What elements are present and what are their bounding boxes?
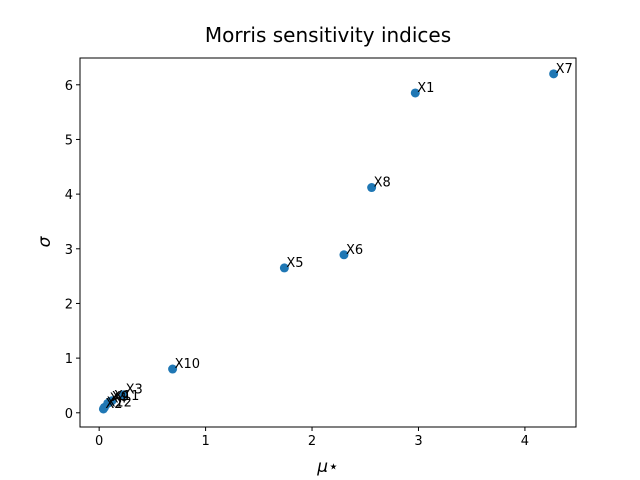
point xyxy=(339,250,349,260)
x-tick-label: 4 xyxy=(521,434,529,449)
y-tick-label: 4 xyxy=(65,188,73,203)
point xyxy=(367,183,377,193)
x-tick-label: 2 xyxy=(308,434,316,449)
y-tick-label: 5 xyxy=(65,133,73,148)
y-tick-label: 1 xyxy=(65,352,73,367)
point-label: X4 xyxy=(110,391,127,406)
chart-title: Morris sensitivity indices xyxy=(205,23,451,47)
point-label: X3 xyxy=(126,383,143,398)
y-tick-label: 0 xyxy=(65,407,73,422)
point-label: X8 xyxy=(374,176,391,191)
x-tick-label: 0 xyxy=(95,434,103,449)
point-label: X5 xyxy=(286,256,303,271)
point xyxy=(98,404,108,414)
point-label: X6 xyxy=(346,243,363,258)
point xyxy=(410,88,420,98)
point-label: X12 xyxy=(106,395,131,410)
point xyxy=(119,390,129,400)
y-tick-label: 6 xyxy=(65,79,73,94)
y-tick-label: 2 xyxy=(65,297,73,312)
point-label: X1 xyxy=(417,81,434,96)
y-axis-label: σ xyxy=(35,235,55,247)
x-tick-label: 1 xyxy=(201,434,209,449)
point-label: X2 xyxy=(105,397,122,412)
point xyxy=(549,69,559,79)
point xyxy=(168,364,178,374)
x-axis-label: μ⋆ xyxy=(316,457,338,477)
plot-frame xyxy=(79,57,577,428)
point-label: X9 xyxy=(112,390,129,405)
point-label: X10 xyxy=(175,357,200,372)
point-label: X7 xyxy=(556,62,573,77)
y-tick-label: 3 xyxy=(65,243,73,258)
point-label: X11 xyxy=(114,389,139,404)
point xyxy=(279,263,289,273)
x-tick-label: 3 xyxy=(414,434,422,449)
